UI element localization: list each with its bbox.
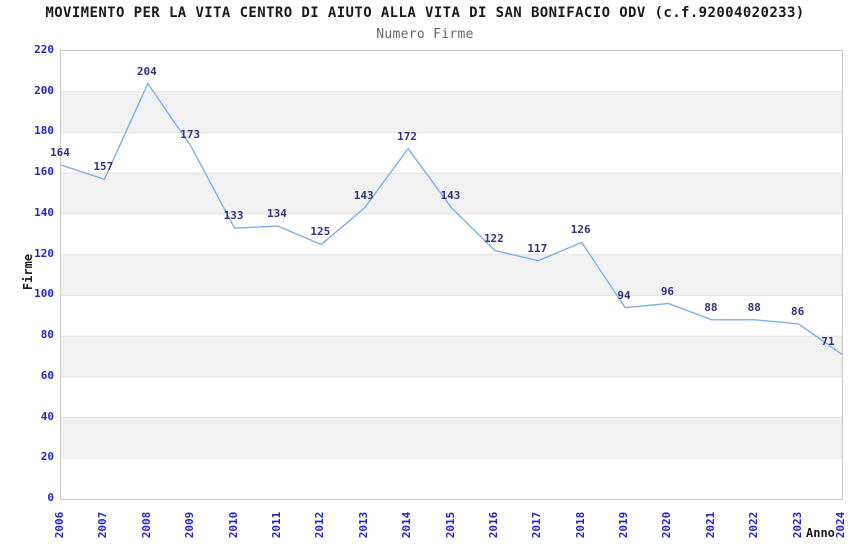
data-label: 122 [483, 231, 504, 245]
x-tick-label: 2013 [356, 511, 370, 539]
x-tick-label: 2011 [269, 511, 283, 539]
y-tick-label: 120 [34, 246, 54, 260]
x-tick-label: 2023 [790, 511, 804, 539]
data-label: 143 [440, 188, 461, 202]
chart-title: MOVIMENTO PER LA VITA CENTRO DI AIUTO AL… [45, 5, 805, 21]
x-axis-title: Anno [806, 526, 835, 540]
y-tick-label: 20 [40, 450, 54, 464]
data-label: 117 [527, 241, 548, 255]
data-label: 173 [180, 127, 201, 141]
x-tick-label: 2009 [183, 511, 197, 539]
x-tick-label: 2010 [226, 511, 240, 539]
x-tick-label: 2016 [486, 511, 500, 539]
x-tick-label: 2008 [139, 511, 153, 539]
x-tick-label: 2012 [313, 511, 327, 539]
y-tick-label: 220 [34, 43, 54, 56]
series-line [61, 82, 842, 355]
data-label: 71 [821, 335, 835, 349]
data-label: 86 [790, 304, 805, 318]
data-label: 88 [747, 300, 761, 314]
x-tick-label: 2022 [747, 511, 761, 539]
x-tick-label: 2006 [53, 511, 66, 539]
y-tick-label: 0 [47, 491, 54, 504]
data-label: 96 [660, 284, 675, 298]
data-label: 157 [93, 160, 114, 174]
y-tick-label: 180 [34, 124, 54, 138]
x-tick-label: 2014 [400, 511, 414, 539]
y-tick-label: 100 [34, 287, 54, 301]
chart-subtitle: Numero Firme [376, 27, 474, 42]
data-label: 88 [704, 300, 718, 314]
data-label: 94 [617, 288, 631, 302]
x-tick-label: 2021 [703, 511, 717, 539]
x-tick-label: 2019 [617, 511, 631, 539]
data-label: 164 [50, 146, 70, 160]
plot-area [60, 50, 843, 500]
x-tick-label: 2017 [530, 511, 544, 539]
y-tick-label: 200 [34, 83, 54, 97]
y-tick-label: 160 [34, 165, 54, 179]
line-chart-svg [61, 82, 842, 459]
x-tick-label: 2015 [443, 511, 457, 539]
y-tick-label: 140 [34, 205, 54, 219]
data-label: 133 [223, 209, 244, 223]
y-tick-label: 60 [40, 368, 54, 382]
x-tick-label: 2007 [96, 511, 110, 539]
y-tick-label: 80 [40, 328, 54, 342]
data-label: 125 [310, 225, 331, 239]
x-tick-label: 2018 [573, 511, 587, 539]
data-label: 172 [397, 129, 418, 143]
data-label: 143 [353, 188, 374, 202]
data-label: 126 [570, 223, 591, 237]
data-label: 204 [136, 64, 157, 78]
y-tick-label: 40 [40, 409, 54, 423]
data-label: 134 [267, 207, 287, 221]
x-tick-label: 2020 [660, 511, 674, 539]
